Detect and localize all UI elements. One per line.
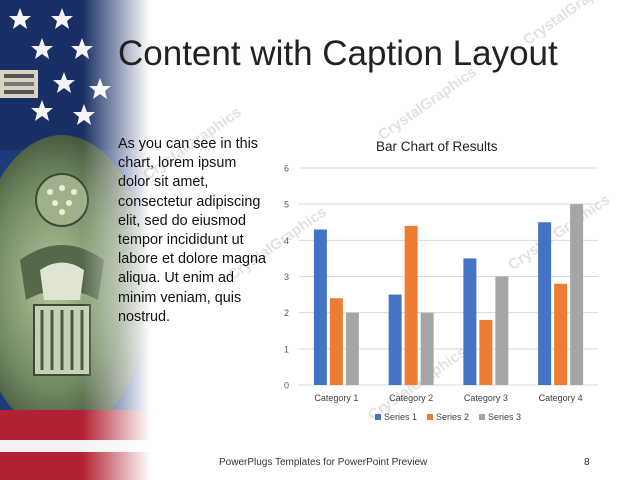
- bar: [495, 276, 509, 385]
- bar-chart: 0 1 2 3 4 5 6 Category 1 Category 2 Category 3 Cat…: [284, 164, 598, 422]
- legend-swatch: [427, 414, 433, 420]
- bar: [479, 319, 493, 385]
- legend-swatch: [375, 414, 381, 420]
- caption-text: As you can see in this chart, lorem ipsu…: [118, 136, 267, 325]
- bar: [388, 294, 402, 385]
- legend-label: Series 2: [436, 412, 469, 422]
- bar: [404, 225, 418, 385]
- footer-text: PowerPlugs Templates for PowerPoint Prev…: [219, 457, 428, 468]
- chart-title: Bar Chart of Results: [376, 139, 498, 154]
- bar: [554, 283, 568, 385]
- y-tick-label: 2: [284, 308, 289, 318]
- y-tick-label: 6: [284, 164, 289, 174]
- page-number: 8: [584, 457, 590, 468]
- watermark: CrystalGraphics: [375, 63, 480, 144]
- x-tick-label: Category 4: [539, 393, 583, 403]
- flag-seal-image: [0, 0, 150, 480]
- slide-title: Content with Caption Layout: [118, 34, 558, 73]
- y-tick-label: 4: [284, 236, 289, 246]
- x-tick-label: Category 3: [464, 393, 508, 403]
- x-tick-label: Category 2: [389, 393, 433, 403]
- legend-label: Series 1: [384, 412, 417, 422]
- legend-swatch: [479, 414, 485, 420]
- y-tick-label: 5: [284, 200, 289, 210]
- bar: [538, 222, 552, 385]
- y-tick-label: 3: [284, 272, 289, 282]
- bar: [345, 312, 359, 385]
- bar: [570, 204, 584, 385]
- bar: [463, 258, 477, 385]
- x-tick-label: Category 1: [314, 393, 358, 403]
- y-tick-label: 1: [284, 344, 289, 354]
- y-tick-label: 0: [284, 381, 289, 391]
- bar: [313, 229, 327, 385]
- bar: [329, 298, 343, 385]
- bar: [420, 312, 434, 385]
- legend-label: Series 3: [488, 412, 521, 422]
